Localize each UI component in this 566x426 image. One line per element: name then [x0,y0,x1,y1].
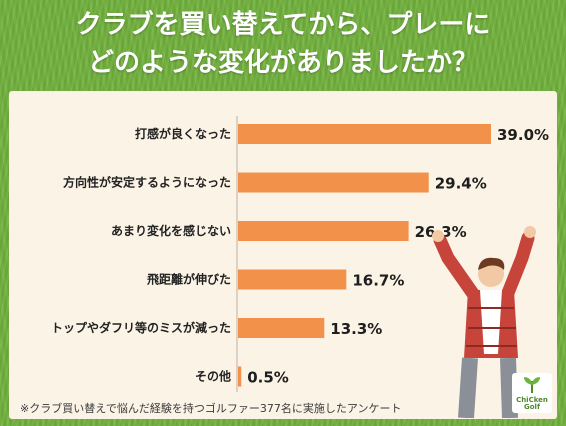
value-label-0: 39.0% [497,126,549,144]
bar-4 [238,318,325,338]
title-line-1: クラブを買い替えてから、プレーに [75,10,491,40]
category-label-5: その他 [195,369,231,384]
category-label-1: 方向性が安定するようになった [63,175,231,190]
title-line-2: どのような変化がありましたか？ [87,48,478,78]
value-label-1: 29.4% [435,175,487,193]
bar-0 [238,124,491,144]
value-label-4: 13.3% [330,320,382,338]
category-label-4: トップやダフリ等のミスが減った [51,320,231,335]
value-label-3: 16.7% [352,272,404,290]
category-label-0: 打感が良くなった [135,126,231,141]
leaf-icon [524,377,540,393]
category-label-2: あまり変化を感じない [111,223,231,238]
golfer-illustration-icon [432,226,536,418]
logo-text: ChiCken Golf [516,396,548,411]
chart-title: クラブを買い替えてから、プレーに どのような変化がありましたか？ [0,6,566,82]
bar-3 [238,269,347,290]
bar-5 [238,366,242,387]
bar-1 [238,172,429,193]
brand-logo: ChiCken Golf [512,373,552,413]
bar-2 [238,221,409,241]
category-label-3: 飛距離が伸びた [146,272,231,287]
survey-footnote: ※クラブ買い替えで悩んだ経験を持つゴルファー377名に実施したアンケート [20,402,402,415]
value-label-5: 0.5% [247,369,289,387]
